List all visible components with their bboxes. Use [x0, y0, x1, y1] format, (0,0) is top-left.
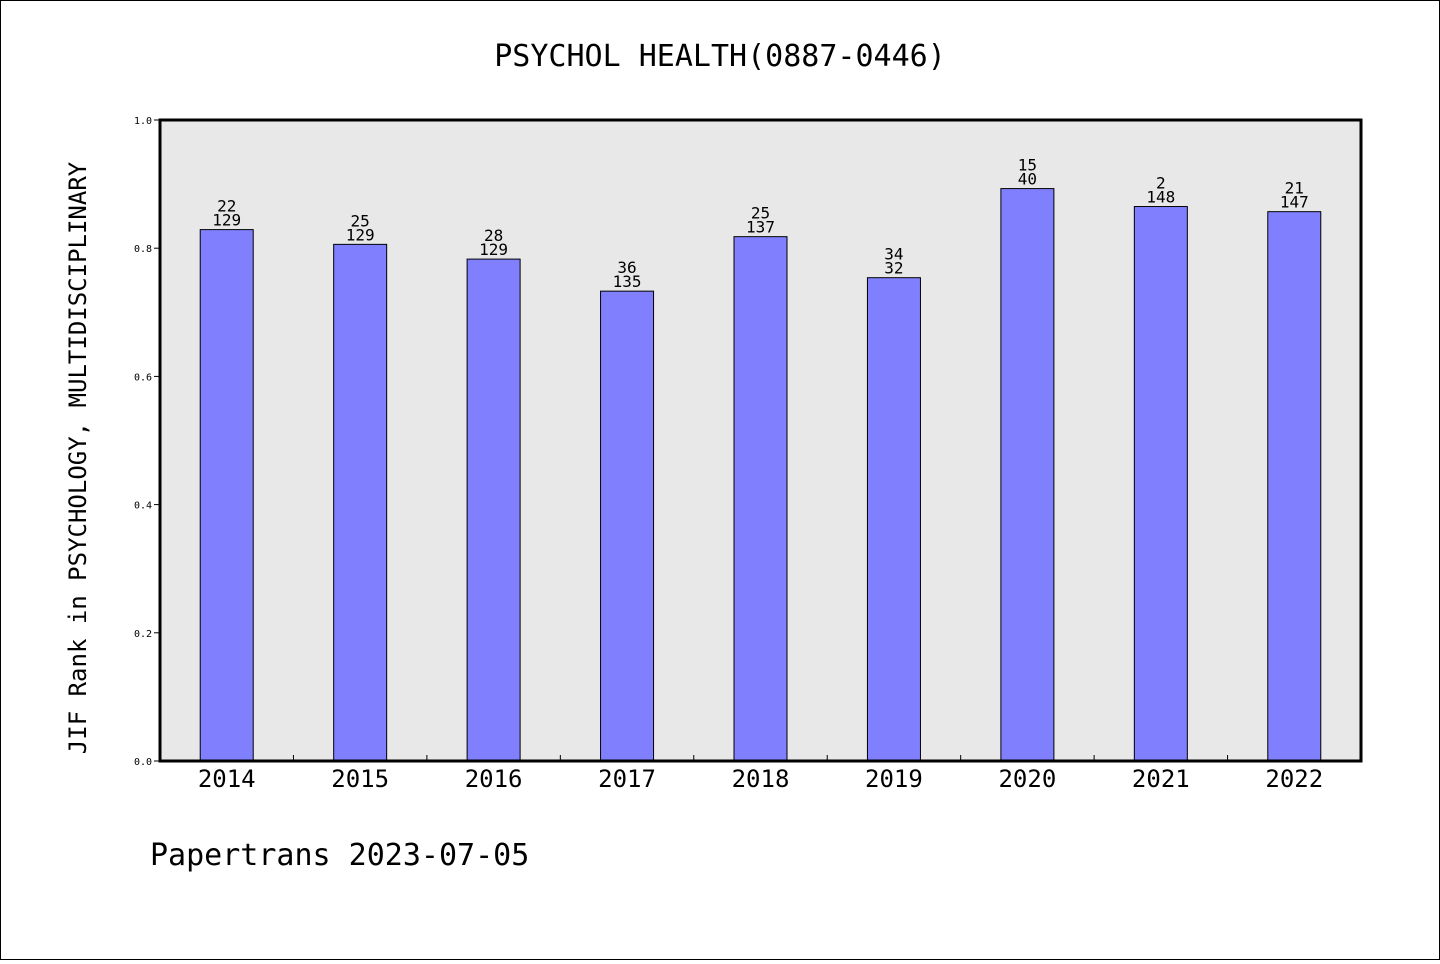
data-label-top: 22 — [217, 197, 236, 216]
bar-2021 — [1133, 206, 1188, 762]
y-tick-label: 0.2 — [134, 629, 152, 640]
data-label-bottom: 147 — [1280, 193, 1309, 212]
data-label-bottom: 129 — [479, 240, 508, 259]
y-tick-labels: 0.0 0.2 0.4 0.6 0.8 1.0 — [134, 116, 152, 768]
bar-2019 — [866, 277, 921, 762]
y-tick-label: 0.6 — [134, 372, 152, 383]
data-label-top: 21 — [1285, 179, 1304, 198]
data-label-bottom: 32 — [884, 259, 903, 278]
y-tick-label: 0.4 — [134, 501, 152, 512]
x-tick-label: 2021 — [1132, 765, 1190, 793]
bar-2018 — [733, 236, 788, 762]
bars — [199, 188, 1322, 762]
plot-border — [158, 118, 1363, 763]
bar-2015 — [333, 243, 388, 762]
chart-title: PSYCHOL HEALTH(0887-0446) — [494, 39, 946, 74]
x-tick-labels: 2014 2015 2016 2017 2018 2019 2020 2021 2022 — [198, 765, 1323, 793]
x-tick-label: 2020 — [998, 765, 1056, 793]
data-label-top: 25 — [351, 211, 370, 230]
bar-2014 — [199, 229, 254, 762]
x-tick-label: 2019 — [865, 765, 923, 793]
y-tick-label: 1.0 — [134, 116, 152, 127]
bar-2017 — [600, 290, 655, 762]
x-tick-label: 2018 — [732, 765, 790, 793]
y-tick-label: 0.8 — [134, 244, 152, 255]
data-label-bottom: 40 — [1018, 170, 1037, 189]
x-tick-label: 2022 — [1265, 765, 1323, 793]
bar-2022 — [1267, 211, 1322, 762]
data-label-bottom: 129 — [212, 211, 241, 230]
bar-2016 — [466, 258, 521, 762]
y-axis-label: JIF Rank in PSYCHOLOGY, MULTIDISCIPLINAR… — [64, 161, 92, 754]
data-label-top: 36 — [617, 258, 636, 277]
data-label-top: 25 — [751, 204, 770, 223]
data-label-top: 28 — [484, 226, 503, 245]
bar-2020 — [1000, 188, 1055, 762]
x-tick-label: 2016 — [465, 765, 523, 793]
data-labels: 1292212925129281353613725323440151482147… — [212, 156, 1308, 292]
data-label-bottom: 148 — [1146, 188, 1175, 207]
data-label-top: 2 — [1156, 174, 1166, 193]
data-label-bottom: 137 — [746, 218, 775, 237]
x-tick-label: 2014 — [198, 765, 256, 793]
data-label-top: 15 — [1018, 156, 1037, 175]
footer-text: Papertrans 2023-07-05 — [150, 838, 529, 873]
x-tick-label: 2017 — [598, 765, 656, 793]
data-label-bottom: 129 — [346, 225, 375, 244]
data-label-bottom: 135 — [613, 272, 642, 291]
data-label-top: 34 — [884, 245, 903, 264]
x-tick-label: 2015 — [331, 765, 389, 793]
y-tick-label: 0.0 — [134, 757, 152, 768]
